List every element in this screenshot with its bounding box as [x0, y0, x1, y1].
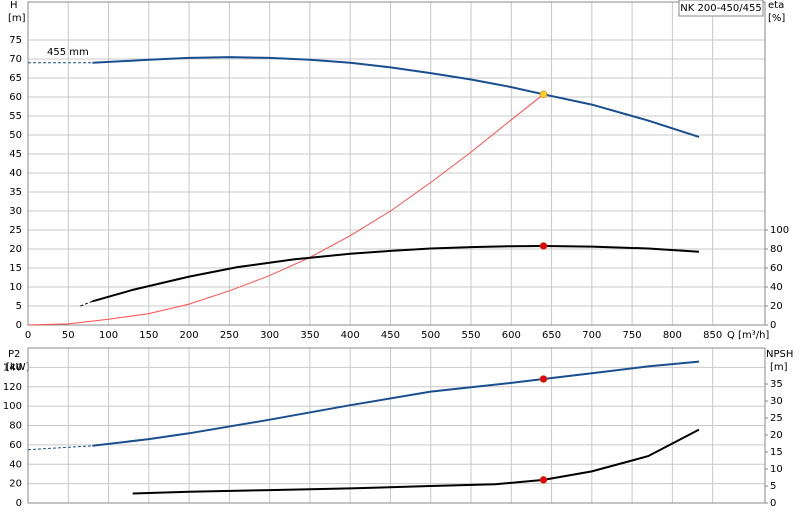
y-tick-label: 40	[9, 459, 22, 470]
x-tick-label: 350	[300, 330, 319, 341]
y-unit: [m]	[8, 13, 26, 24]
x-tick-label: 100	[99, 330, 118, 341]
y-tick-label: 50	[9, 130, 22, 141]
y2-tick-label: 15	[770, 447, 783, 458]
y2-tick-label: 10	[770, 464, 783, 475]
x-tick-label: 150	[139, 330, 158, 341]
x-tick-label: 550	[461, 330, 480, 341]
y-tick-label: 5	[16, 301, 22, 312]
y-tick-label: 35	[9, 187, 22, 198]
y-tick-label: 30	[9, 206, 22, 217]
chart-title: NK 200-450/455	[680, 3, 761, 14]
plot-frame	[27, 1, 766, 326]
curve	[132, 428, 700, 495]
y-tick-label: 70	[9, 54, 22, 65]
y-tick-label: 0	[16, 320, 22, 331]
x-tick-label: 600	[502, 330, 521, 341]
x-tick-label: 250	[220, 330, 239, 341]
y2-tick-label: 35	[770, 379, 783, 390]
x-tick-label: 200	[180, 330, 199, 341]
operating-point	[539, 375, 548, 383]
curve	[80, 300, 93, 307]
y2-tick-label: 40	[770, 282, 783, 293]
x-tick-label: 650	[542, 330, 561, 341]
operating-point	[539, 476, 548, 484]
y2-label: eta	[768, 0, 784, 11]
x-tick-label: 500	[421, 330, 440, 341]
y2-tick-label: 20	[770, 430, 783, 441]
y2-unit: [%]	[768, 13, 785, 24]
y2-tick-label: 60	[770, 263, 783, 274]
y-tick-label: 60	[9, 440, 22, 451]
y2-tick-label: 80	[770, 244, 783, 255]
x-tick-label: 450	[381, 330, 400, 341]
y-tick-label: 140	[3, 362, 22, 373]
y2-tick-label: 30	[770, 396, 783, 407]
y2-unit: [m]	[770, 362, 788, 373]
curve	[27, 445, 93, 451]
y-tick-label: 60	[9, 92, 22, 103]
title-box	[678, 0, 764, 17]
y-tick-label: 40	[9, 168, 22, 179]
y-tick-label: 20	[9, 244, 22, 255]
y-unit: [kW]	[6, 362, 30, 373]
y-tick-label: 120	[3, 382, 22, 393]
y-tick-label: 10	[9, 282, 22, 293]
x-tick-label: 800	[663, 330, 682, 341]
y-label: P2	[8, 349, 20, 360]
x-tick-label: 700	[582, 330, 601, 341]
y-label: H	[10, 0, 18, 11]
x-tick-label: 400	[341, 330, 360, 341]
y-tick-label: 80	[9, 421, 22, 432]
plot-frame	[27, 347, 766, 504]
y2-tick-label: 25	[770, 413, 783, 424]
curve	[92, 56, 700, 138]
y-tick-label: 55	[9, 111, 22, 122]
curve	[92, 244, 700, 303]
x-tick-label: 0	[25, 330, 31, 341]
y-tick-label: 75	[9, 35, 22, 46]
y2-tick-label: 5	[770, 481, 776, 492]
y-tick-label: 15	[9, 263, 22, 274]
y2-tick-label: 20	[770, 301, 783, 312]
y2-tick-label: 0	[770, 498, 776, 509]
y-tick-label: 45	[9, 149, 22, 160]
x-tick-label: 850	[703, 330, 722, 341]
x-tick-label: 300	[260, 330, 279, 341]
y2-tick-label: 0	[770, 320, 776, 331]
y-tick-label: 65	[9, 73, 22, 84]
y-tick-label: 0	[16, 498, 22, 509]
operating-point	[539, 242, 548, 250]
x-label: Q [m³/h]	[727, 330, 769, 341]
y-tick-label: 100	[3, 401, 22, 412]
curve	[92, 360, 700, 447]
x-tick-label: 50	[62, 330, 75, 341]
curve	[27, 93, 544, 326]
y2-label: NPSH	[766, 349, 793, 360]
operating-point	[539, 90, 548, 99]
x-tick-label: 750	[623, 330, 642, 341]
y-tick-label: 20	[9, 479, 22, 490]
y2-tick-label: 100	[770, 225, 789, 236]
y-tick-label: 25	[9, 225, 22, 236]
